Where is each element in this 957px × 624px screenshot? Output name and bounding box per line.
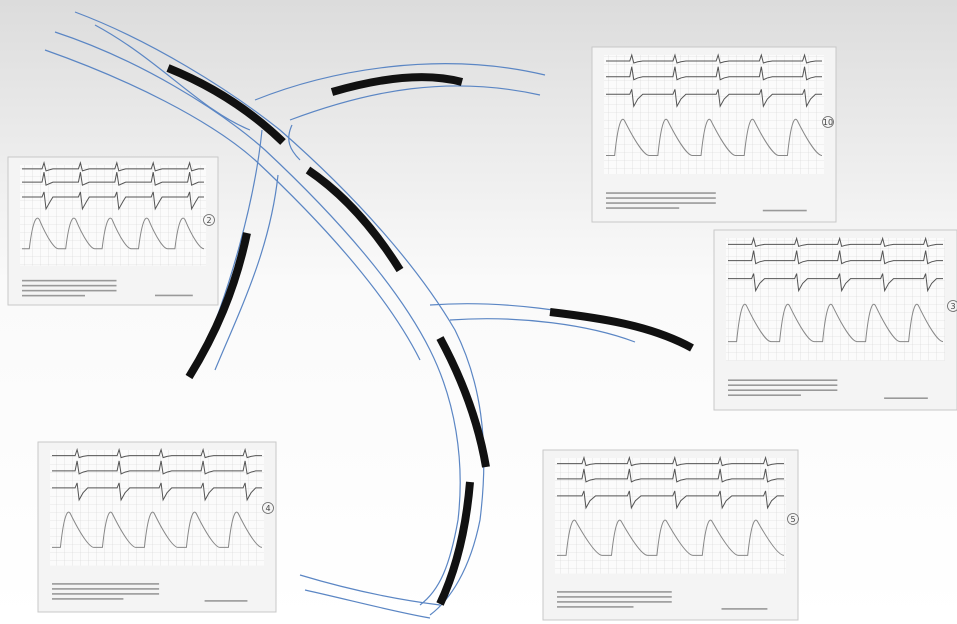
printout-text bbox=[557, 606, 634, 608]
tracing-panel: 2 bbox=[8, 157, 218, 305]
tracing-panel: 10 bbox=[592, 47, 836, 222]
panel-grid bbox=[555, 458, 786, 574]
printout-text bbox=[763, 210, 807, 212]
printout-text bbox=[557, 596, 672, 598]
printout-text bbox=[205, 600, 248, 602]
diagram: 10 2 3 4 5 bbox=[0, 0, 957, 624]
printout-text bbox=[557, 591, 672, 593]
panel-number: 2 bbox=[206, 216, 211, 225]
printout-text bbox=[52, 588, 159, 590]
printout-text bbox=[884, 397, 928, 399]
panel-grid bbox=[20, 165, 206, 266]
printout-text bbox=[22, 285, 117, 287]
panel-grid bbox=[604, 55, 824, 174]
panel-grid bbox=[726, 238, 945, 360]
tracing-panel: 5 bbox=[543, 450, 799, 620]
printout-text bbox=[728, 379, 837, 381]
printout-text bbox=[606, 202, 716, 204]
printout-text bbox=[606, 192, 716, 194]
printout-text bbox=[22, 280, 117, 282]
panel-number: 5 bbox=[790, 515, 795, 524]
printout-text bbox=[606, 197, 716, 199]
printout-text bbox=[722, 608, 768, 610]
tracing-panel: 4 bbox=[38, 442, 276, 612]
printout-text bbox=[606, 207, 679, 209]
printout-text bbox=[22, 290, 117, 292]
printout-text bbox=[52, 583, 159, 585]
panel-grid bbox=[50, 450, 264, 566]
printout-text bbox=[728, 389, 837, 391]
printout-text bbox=[155, 295, 193, 297]
printout-text bbox=[728, 394, 801, 396]
panel-number: 3 bbox=[950, 302, 955, 311]
tracing-panel: 3 bbox=[714, 230, 957, 410]
printout-text bbox=[52, 593, 159, 595]
panel-number: 4 bbox=[265, 504, 270, 513]
printout-text bbox=[557, 601, 672, 603]
printout-text bbox=[22, 295, 85, 297]
printout-text bbox=[52, 598, 123, 600]
printout-text bbox=[728, 384, 837, 386]
panel-number: 10 bbox=[823, 118, 833, 127]
